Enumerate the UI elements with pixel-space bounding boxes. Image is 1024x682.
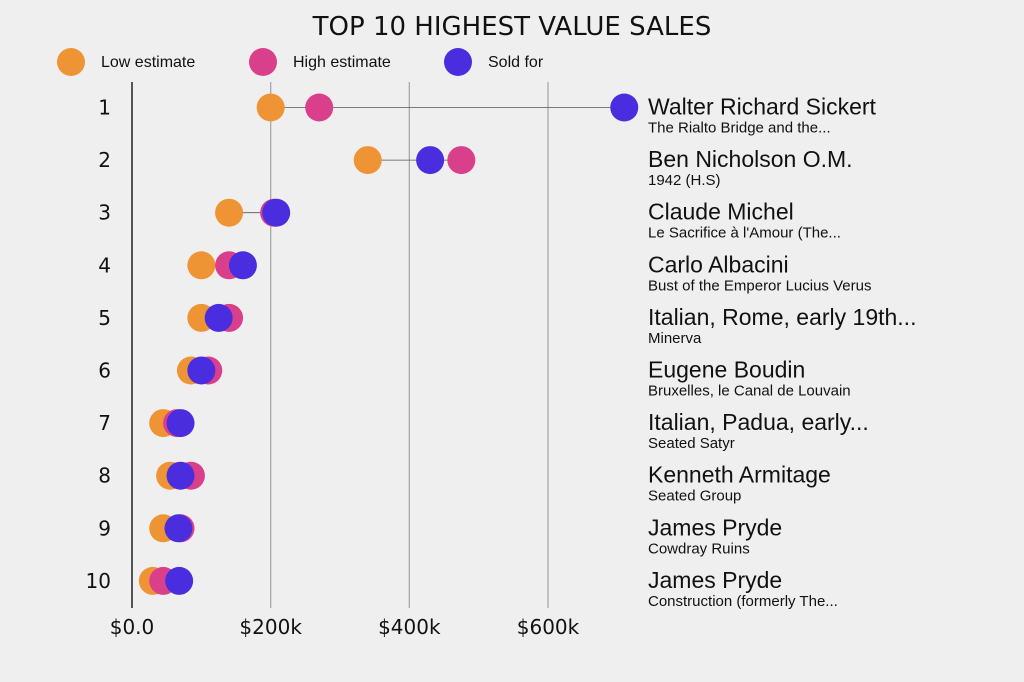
sold-for-dot (187, 356, 216, 385)
sold-for-dot (416, 146, 445, 175)
legend-marker-high (249, 48, 277, 76)
work-title-label: Construction (formerly The... (648, 593, 838, 610)
low-estimate-dot (215, 198, 244, 227)
chart-row: 7 Italian, Padua, early...Seated Satyr (98, 409, 869, 452)
artist-label: Claude Michel (648, 199, 794, 225)
legend-label-sold: Sold for (488, 54, 544, 71)
chart-row: 2 Ben Nicholson O.M.1942 (H.S) (98, 146, 853, 189)
artist-label: Kenneth Armitage (648, 462, 831, 488)
rank-label: 9 (98, 516, 111, 540)
rank-label: 7 (98, 411, 111, 435)
sold-for-dot (228, 251, 257, 280)
work-title-label: Le Sacrifice à l'Amour (The... (648, 225, 841, 242)
work-title-label: Seated Satyr (648, 435, 735, 452)
sold-for-dot (166, 409, 195, 438)
sold-for-dot (164, 514, 193, 543)
rank-label: 10 (86, 569, 111, 593)
rank-label: 1 (98, 96, 111, 120)
artist-label: Carlo Albacini (648, 251, 789, 277)
rank-label: 4 (98, 253, 111, 277)
low-estimate-dot (256, 93, 285, 122)
work-title-label: The Rialto Bridge and the... (648, 120, 831, 137)
x-axis-ticks: $0.0 $200k $400k $600k (110, 615, 580, 639)
legend: Low estimate High estimate Sold for (57, 48, 544, 76)
x-tick-label: $0.0 (110, 615, 155, 639)
legend-marker-low (57, 48, 85, 76)
x-tick-label: $600k (517, 615, 580, 639)
work-title-label: 1942 (H.S) (648, 172, 721, 189)
chart-title: TOP 10 HIGHEST VALUE SALES (312, 12, 712, 42)
work-title-label: Bruxelles, le Canal de Louvain (648, 383, 851, 400)
rank-label: 3 (98, 201, 111, 225)
rank-label: 8 (98, 464, 111, 488)
sold-for-dot (166, 461, 195, 490)
work-title-label: Minerva (648, 330, 702, 347)
low-estimate-dot (187, 251, 216, 280)
x-tick-label: $400k (378, 615, 441, 639)
work-title-label: Bust of the Emperor Lucius Verus (648, 277, 871, 294)
artist-label: James Pryde (648, 514, 782, 540)
low-estimate-dot (353, 146, 382, 175)
high-estimate-dot (447, 146, 476, 175)
artist-label: James Pryde (648, 567, 782, 593)
sold-for-dot (610, 93, 639, 122)
sold-for-dot (165, 566, 194, 595)
high-estimate-dot (305, 93, 334, 122)
sold-for-dot (204, 303, 233, 332)
artist-label: Ben Nicholson O.M. (648, 146, 853, 172)
rank-label: 5 (98, 306, 111, 330)
work-title-label: Seated Group (648, 488, 741, 505)
x-tick-label: $200k (239, 615, 302, 639)
artist-label: Walter Richard Sickert (648, 94, 877, 120)
legend-label-low: Low estimate (101, 54, 195, 71)
sold-for-dot (262, 198, 291, 227)
artist-label: Eugene Boudin (648, 357, 805, 383)
rank-label: 2 (98, 148, 111, 172)
legend-marker-sold (444, 48, 472, 76)
chart-row: 5 Italian, Rome, early 19th...Minerva (98, 303, 916, 347)
artist-label: Italian, Padua, early... (648, 409, 869, 435)
grid-lines (270, 82, 549, 608)
legend-label-high: High estimate (293, 54, 391, 71)
work-title-label: Cowdray Ruins (648, 540, 750, 557)
rank-label: 6 (98, 359, 111, 383)
artist-label: Italian, Rome, early 19th... (648, 304, 916, 330)
